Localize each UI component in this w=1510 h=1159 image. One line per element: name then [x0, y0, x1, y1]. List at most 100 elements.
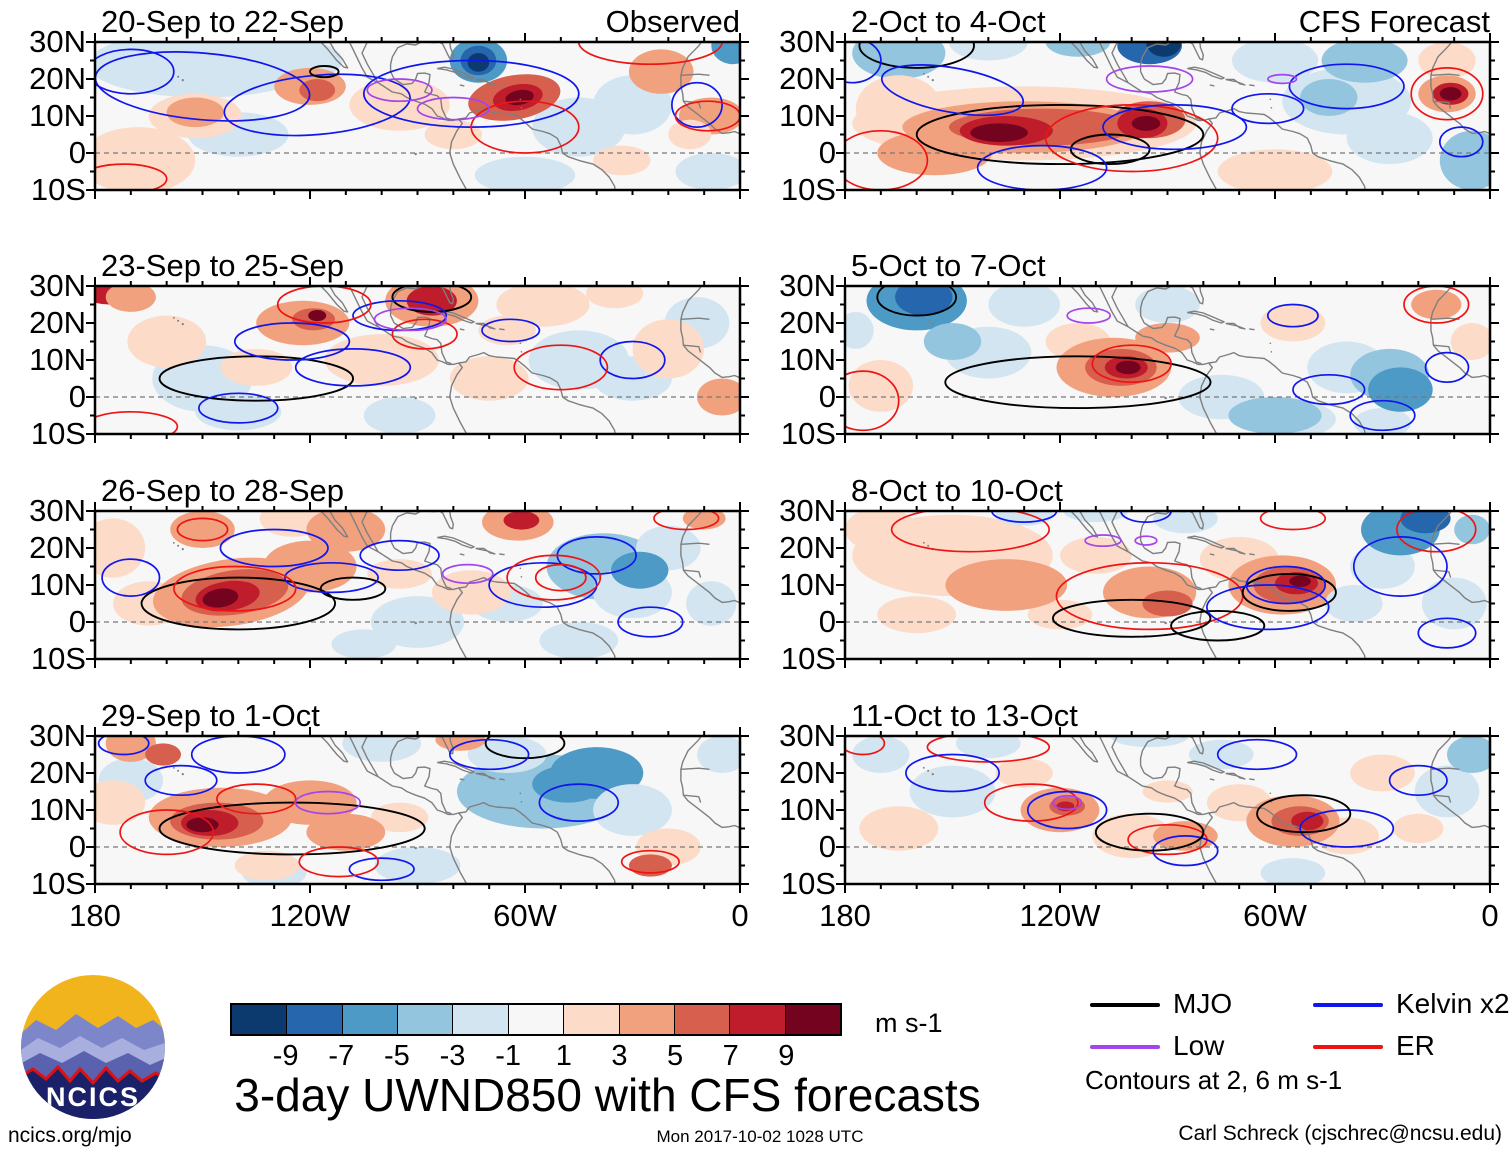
lon-tick-label: 180	[69, 898, 121, 933]
map-canvas	[836, 502, 1499, 668]
lat-tick-label: 10S	[30, 416, 86, 451]
legend-label: Kelvin x2	[1396, 988, 1510, 1019]
lat-tick-label: 10N	[779, 98, 836, 133]
map-panel-2: 23-Sep to 25-Sep	[86, 248, 749, 443]
contour-levels-note: Contours at 2, 6 m s-1	[1085, 1065, 1343, 1095]
lon-tick-label: 0	[1481, 898, 1499, 933]
lat-tick-label: 20N	[29, 755, 86, 790]
lat-tick-label: 10S	[30, 866, 86, 901]
colorbar-tick-label: 3	[611, 1040, 628, 1072]
mjo-line-swatch	[1090, 1003, 1160, 1007]
lon-tick-label: 0	[731, 898, 749, 933]
ncics-logo-text: NCICS	[46, 1082, 140, 1112]
colorbar-segment	[673, 1005, 730, 1034]
colorbar-tick-label: -1	[495, 1040, 522, 1072]
main-title: 3-day UWND850 with CFS forecasts	[234, 1069, 981, 1121]
lat-tick-label: 20N	[779, 305, 836, 340]
colorbar-segment	[286, 1005, 342, 1034]
colorbar-unit: m s-1	[875, 1008, 943, 1038]
lat-tick-label: 30N	[779, 493, 836, 528]
lat-tick-label: 0	[818, 135, 836, 170]
colorbar-segment	[618, 1005, 674, 1034]
map-canvas	[86, 277, 749, 443]
lat-tick-label: 0	[68, 135, 86, 170]
colorbar-segment	[397, 1005, 453, 1034]
colorbar-tick-label: -5	[384, 1040, 410, 1072]
colorbar-segment	[452, 1005, 508, 1034]
ncics-logo: NCICS	[21, 975, 165, 1119]
panel-title: 5-Oct to 7-Oct	[851, 248, 1046, 283]
lat-tick-label: 30N	[779, 268, 836, 303]
map-panel-3: 5-Oct to 7-Oct	[836, 248, 1499, 443]
panel-title: 20-Sep to 22-Sep	[101, 4, 345, 39]
lat-tick-label: 20N	[29, 61, 86, 96]
colorbar-tick-label: 7	[722, 1040, 739, 1072]
lat-tick-label: 30N	[779, 24, 836, 59]
colorbar-segment	[341, 1005, 398, 1034]
footer-author: Carl Schreck (cjschrec@ncsu.edu)	[1178, 1122, 1502, 1145]
footer-timestamp: Mon 2017-10-02 1028 UTC	[656, 1127, 864, 1146]
lon-tick-label: 120W	[269, 898, 351, 933]
legend-label: MJO	[1173, 988, 1233, 1019]
map-panel-0: 20-Sep to 22-Sep Observed	[86, 4, 749, 199]
colorbar	[230, 1003, 842, 1036]
footer-url: ncics.org/mjo	[8, 1124, 132, 1147]
lat-tick-label: 20N	[29, 530, 86, 565]
map-canvas	[836, 727, 1499, 893]
map-panel-1: 2-Oct to 4-Oct CFS Forecast	[836, 4, 1499, 199]
lat-tick-label: 10N	[29, 342, 86, 377]
lat-tick-label: 0	[818, 379, 836, 414]
panel-title: 8-Oct to 10-Oct	[851, 473, 1063, 508]
legend-label: ER	[1396, 1030, 1435, 1061]
map-canvas	[86, 33, 749, 199]
lat-tick-label: 0	[818, 829, 836, 864]
panel-title: 29-Sep to 1-Oct	[101, 698, 320, 733]
colorbar-tick-label: -9	[272, 1040, 299, 1072]
colorbar-tick-label: 5	[667, 1040, 684, 1072]
er-line-swatch	[1313, 1045, 1383, 1049]
map-canvas	[836, 277, 1499, 443]
lat-tick-label: 10S	[780, 172, 836, 207]
map-panel-6: 29-Sep to 1-Oct	[86, 698, 749, 893]
colorbar-segment	[507, 1005, 564, 1034]
lat-tick-label: 10N	[29, 792, 86, 827]
lat-tick-label: 30N	[29, 493, 86, 528]
map-canvas	[86, 727, 749, 893]
lat-tick-label: 20N	[779, 755, 836, 790]
colorbar-tick-label: 1	[555, 1040, 572, 1072]
lat-tick-label: 0	[68, 829, 86, 864]
lat-tick-label: 20N	[29, 305, 86, 340]
lat-tick-label: 30N	[779, 718, 836, 753]
colorbar-segment	[232, 1005, 287, 1034]
lon-tick-label: 60W	[493, 898, 557, 933]
lat-tick-label: 30N	[29, 268, 86, 303]
lat-tick-label: 10S	[30, 172, 86, 207]
colorbar-tick-label: -3	[439, 1040, 466, 1072]
map-panel-7: 11-Oct to 13-Oct	[836, 698, 1499, 893]
map-canvas	[86, 502, 749, 668]
lat-tick-label: 20N	[779, 61, 836, 96]
column-header-observed: Observed	[605, 4, 740, 39]
colorbar-tick-label: -7	[328, 1040, 355, 1072]
lat-tick-label: 0	[68, 379, 86, 414]
lat-tick-label: 10S	[780, 641, 836, 676]
colorbar-segment	[729, 1005, 785, 1034]
panel-title: 23-Sep to 25-Sep	[101, 248, 345, 283]
lat-tick-label: 30N	[29, 24, 86, 59]
lat-tick-label: 20N	[779, 530, 836, 565]
low-line-swatch	[1090, 1045, 1160, 1049]
lat-tick-label: 10S	[780, 416, 836, 451]
lon-tick-label: 120W	[1019, 898, 1101, 933]
lat-tick-label: 10N	[779, 342, 836, 377]
lat-tick-label: 10S	[30, 641, 86, 676]
lat-tick-label: 10N	[779, 567, 836, 602]
kelvin-line-swatch	[1313, 1003, 1383, 1007]
panel-title: 2-Oct to 4-Oct	[851, 4, 1046, 39]
legend-label: Low	[1173, 1030, 1225, 1061]
colorbar-segment	[563, 1005, 619, 1034]
map-canvas	[836, 33, 1499, 199]
column-header-cfs-forecast: CFS Forecast	[1298, 4, 1490, 39]
panel-title: 11-Oct to 13-Oct	[851, 698, 1078, 733]
lat-tick-label: 0	[68, 604, 86, 639]
colorbar-segment	[784, 1005, 840, 1034]
